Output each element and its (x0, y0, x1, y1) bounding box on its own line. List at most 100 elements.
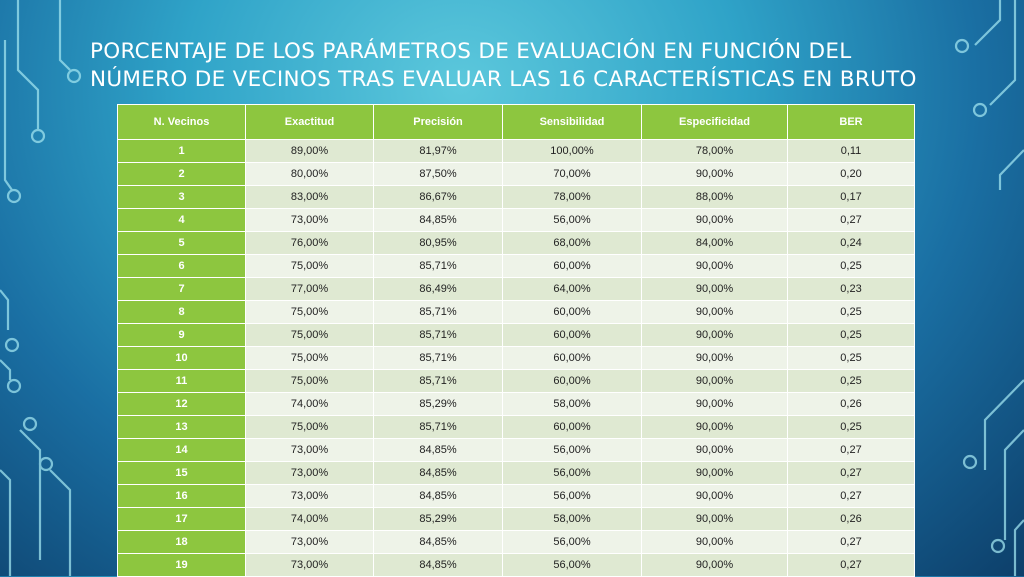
table-cell: 0,25 (787, 254, 915, 278)
table-header-row: N. Vecinos Exactitud Precisión Sensibilidad… (117, 104, 915, 140)
table-row: 13 75,00% 85,71% 60,00% 90,00% 0,25 (117, 415, 915, 439)
table-cell: 0,17 (787, 185, 915, 209)
table-cell: 90,00% (641, 392, 788, 416)
table-cell: 73,00% (245, 530, 374, 554)
table-cell: 75,00% (245, 300, 374, 324)
table-cell: 87,50% (373, 162, 503, 186)
table-cell: 56,00% (502, 553, 642, 577)
table-cell: 0,27 (787, 208, 915, 232)
row-label-cell: 17 (117, 507, 246, 531)
table-cell: 0,25 (787, 300, 915, 324)
row-label-cell: 15 (117, 461, 246, 485)
table-row: 16 73,00% 84,85% 56,00% 90,00% 0,27 (117, 484, 915, 508)
table-cell: 0,11 (787, 139, 915, 163)
column-header: Especificidad (641, 104, 788, 140)
table-cell: 73,00% (245, 461, 374, 485)
table-cell: 85,71% (373, 369, 503, 393)
table-cell: 70,00% (502, 162, 642, 186)
slide-title-line-2: NÚMERO DE VECINOS TRAS EVALUAR LAS 16 CA… (90, 67, 917, 92)
table-cell: 0,27 (787, 461, 915, 485)
table-cell: 74,00% (245, 392, 374, 416)
table-cell: 76,00% (245, 231, 374, 255)
table-row: 17 74,00% 85,29% 58,00% 90,00% 0,26 (117, 507, 915, 531)
column-header: Sensibilidad (502, 104, 642, 140)
table-cell: 90,00% (641, 346, 788, 370)
row-label-cell: 4 (117, 208, 246, 232)
table-cell: 90,00% (641, 369, 788, 393)
table-cell: 56,00% (502, 484, 642, 508)
column-header: N. Vecinos (117, 104, 246, 140)
table-cell: 60,00% (502, 415, 642, 439)
table-cell: 56,00% (502, 530, 642, 554)
table-cell: 84,85% (373, 553, 503, 577)
table-cell: 80,95% (373, 231, 503, 255)
table-cell: 90,00% (641, 438, 788, 462)
table-cell: 84,85% (373, 484, 503, 508)
table-cell: 0,27 (787, 553, 915, 577)
table-cell: 0,26 (787, 507, 915, 531)
table-cell: 73,00% (245, 208, 374, 232)
table-cell: 90,00% (641, 530, 788, 554)
table-row: 5 76,00% 80,95% 68,00% 84,00% 0,24 (117, 231, 915, 255)
row-label-cell: 3 (117, 185, 246, 209)
table-cell: 0,27 (787, 484, 915, 508)
row-label-cell: 10 (117, 346, 246, 370)
table-cell: 86,67% (373, 185, 503, 209)
table-cell: 75,00% (245, 346, 374, 370)
table-cell: 85,71% (373, 323, 503, 347)
table-cell: 75,00% (245, 369, 374, 393)
table-cell: 60,00% (502, 254, 642, 278)
table-row: 4 73,00% 84,85% 56,00% 90,00% 0,27 (117, 208, 915, 232)
results-table: N. Vecinos Exactitud Precisión Sensibilidad… (117, 104, 915, 577)
column-header: Exactitud (245, 104, 374, 140)
table-cell: 85,29% (373, 507, 503, 531)
table-row: 11 75,00% 85,71% 60,00% 90,00% 0,25 (117, 369, 915, 393)
table-cell: 56,00% (502, 208, 642, 232)
table-cell: 84,85% (373, 461, 503, 485)
table-cell: 58,00% (502, 507, 642, 531)
table-cell: 85,71% (373, 300, 503, 324)
row-label-cell: 12 (117, 392, 246, 416)
row-label-cell: 18 (117, 530, 246, 554)
table-cell: 64,00% (502, 277, 642, 301)
table-row: 10 75,00% 85,71% 60,00% 90,00% 0,25 (117, 346, 915, 370)
table-cell: 78,00% (502, 185, 642, 209)
table-cell: 90,00% (641, 208, 788, 232)
table-cell: 0,20 (787, 162, 915, 186)
row-label-cell: 13 (117, 415, 246, 439)
table-cell: 90,00% (641, 323, 788, 347)
row-label-cell: 14 (117, 438, 246, 462)
table-cell: 0,27 (787, 438, 915, 462)
table-cell: 60,00% (502, 300, 642, 324)
row-label-cell: 19 (117, 553, 246, 577)
table-cell: 90,00% (641, 461, 788, 485)
table-row: 14 73,00% 84,85% 56,00% 90,00% 0,27 (117, 438, 915, 462)
table-cell: 75,00% (245, 323, 374, 347)
column-header: BER (787, 104, 915, 140)
table-cell: 90,00% (641, 553, 788, 577)
table-cell: 90,00% (641, 254, 788, 278)
table-cell: 88,00% (641, 185, 788, 209)
table-row: 3 83,00% 86,67% 78,00% 88,00% 0,17 (117, 185, 915, 209)
table-cell: 75,00% (245, 254, 374, 278)
table-cell: 90,00% (641, 484, 788, 508)
table-cell: 0,25 (787, 369, 915, 393)
table-cell: 84,85% (373, 438, 503, 462)
table-cell: 90,00% (641, 415, 788, 439)
table-cell: 89,00% (245, 139, 374, 163)
table-row: 18 73,00% 84,85% 56,00% 90,00% 0,27 (117, 530, 915, 554)
table-row: 6 75,00% 85,71% 60,00% 90,00% 0,25 (117, 254, 915, 278)
table-cell: 84,85% (373, 530, 503, 554)
table-row: 12 74,00% 85,29% 58,00% 90,00% 0,26 (117, 392, 915, 416)
table-cell: 73,00% (245, 484, 374, 508)
table-cell: 0,25 (787, 415, 915, 439)
table-cell: 90,00% (641, 162, 788, 186)
table-cell: 58,00% (502, 392, 642, 416)
row-label-cell: 7 (117, 277, 246, 301)
table-cell: 90,00% (641, 300, 788, 324)
table-cell: 86,49% (373, 277, 503, 301)
slide-title: PORCENTAJE DE LOS PARÁMETROS DE EVALUACI… (90, 38, 930, 94)
row-label-cell: 6 (117, 254, 246, 278)
table-cell: 0,25 (787, 323, 915, 347)
table-row: 1 89,00% 81,97% 100,00% 78,00% 0,11 (117, 139, 915, 163)
